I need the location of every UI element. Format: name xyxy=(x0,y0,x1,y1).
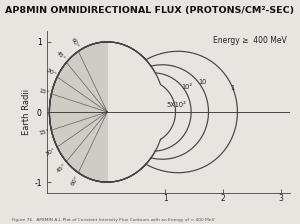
Text: Figure 76.  AP8MIN A-L Plot of Constant Intensity Flux Contours with an Energy o: Figure 76. AP8MIN A-L Plot of Constant I… xyxy=(12,218,214,222)
Text: 1: 1 xyxy=(230,85,234,91)
Y-axis label: Earth Radii: Earth Radii xyxy=(22,89,32,135)
Text: AP8MIN OMNIDIRECTIONAL FLUX (PROTONS/CM²-SEC): AP8MIN OMNIDIRECTIONAL FLUX (PROTONS/CM²… xyxy=(5,6,295,15)
Text: 15°: 15° xyxy=(38,88,50,95)
Text: 3: 3 xyxy=(278,194,283,203)
Text: 1: 1 xyxy=(163,194,167,203)
Text: 2: 2 xyxy=(220,194,225,203)
Text: 30°: 30° xyxy=(45,67,57,77)
Text: 45°: 45° xyxy=(56,162,67,174)
Text: 5X10²: 5X10² xyxy=(167,102,187,108)
Polygon shape xyxy=(50,42,107,182)
Text: Energy ≥  400 MeV: Energy ≥ 400 MeV xyxy=(213,36,287,45)
Text: 10²: 10² xyxy=(181,84,192,90)
Text: 45°: 45° xyxy=(56,50,67,62)
Text: 60°: 60° xyxy=(70,37,80,49)
Text: 15°: 15° xyxy=(38,129,50,136)
Text: 10: 10 xyxy=(199,79,207,85)
Text: 30°: 30° xyxy=(45,147,57,157)
Text: 60°: 60° xyxy=(70,175,80,187)
